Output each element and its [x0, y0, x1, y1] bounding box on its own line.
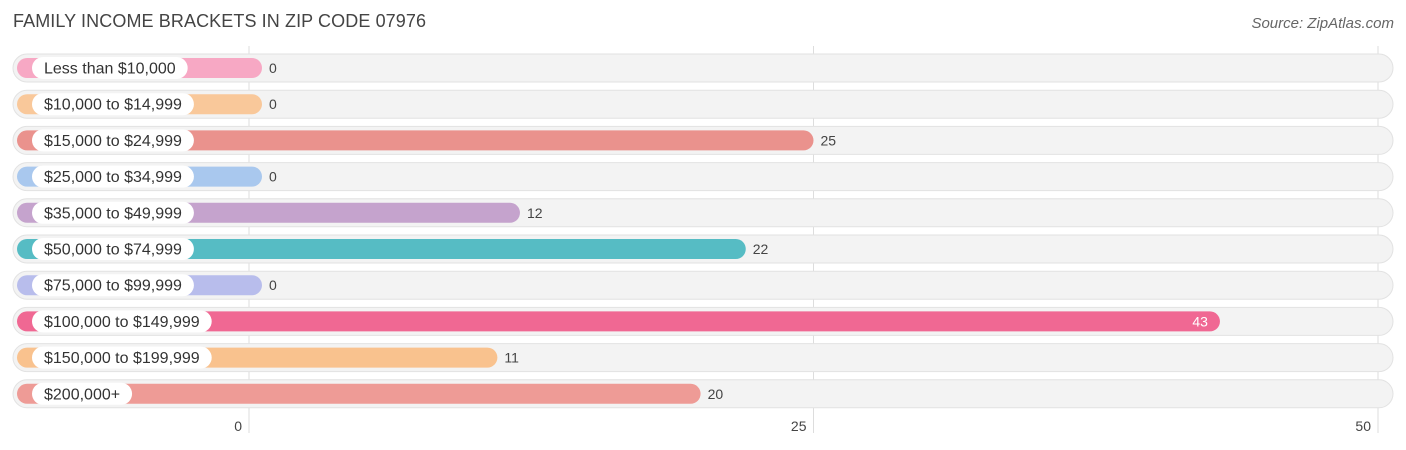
value-label: 43	[1192, 313, 1208, 329]
category-pill	[32, 238, 194, 260]
category-label: $150,000 to $199,999	[44, 350, 200, 367]
value-label: 0	[269, 96, 277, 112]
category-pill	[32, 274, 194, 297]
bar	[17, 383, 701, 404]
category-pill	[32, 57, 188, 79]
category-label: $75,000 to $99,999	[44, 278, 182, 295]
bar	[17, 239, 746, 259]
x-tick-label: 50	[1355, 418, 1371, 434]
category-label: $15,000 to $24,999	[44, 133, 182, 150]
category-pill	[32, 201, 194, 224]
value-label: 12	[527, 205, 543, 221]
bar	[17, 130, 814, 151]
category-pill	[32, 129, 194, 152]
category-label: $50,000 to $74,999	[44, 242, 182, 259]
chart-source: Source: ZipAtlas.com	[1251, 15, 1394, 32]
bar-track	[12, 89, 1394, 119]
bar-track	[12, 270, 1394, 300]
category-label: $10,000 to $14,999	[44, 97, 182, 114]
value-label: 22	[753, 241, 769, 257]
value-label: 25	[821, 132, 837, 148]
category-label: Less than $10,000	[44, 61, 176, 78]
value-label: 0	[269, 60, 277, 76]
bar	[17, 311, 1220, 332]
value-label: 20	[708, 386, 724, 402]
bar-track	[12, 162, 1394, 192]
value-label: 0	[269, 169, 277, 185]
x-tick-label: 0	[234, 418, 242, 434]
category-pill	[32, 382, 133, 405]
chart-title: FAMILY INCOME BRACKETS IN ZIP CODE 07976	[13, 11, 427, 31]
category-label: $25,000 to $34,999	[44, 169, 182, 186]
category-pill	[32, 165, 194, 188]
category-label: $200,000+	[44, 386, 120, 403]
category-label: $35,000 to $49,999	[44, 205, 182, 222]
bar-track	[12, 53, 1394, 83]
category-pill	[32, 346, 212, 369]
value-label: 11	[504, 350, 519, 366]
x-tick-label: 25	[791, 418, 807, 434]
value-label: 0	[269, 277, 277, 293]
category-label: $100,000 to $149,999	[44, 314, 200, 331]
category-pill	[32, 310, 212, 333]
category-pill	[32, 93, 194, 116]
